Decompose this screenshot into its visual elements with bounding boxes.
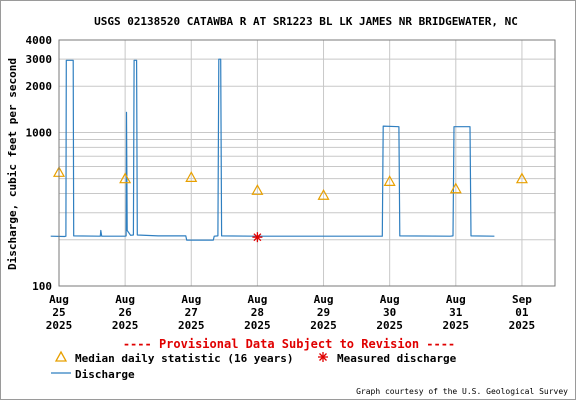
- legend-measured-label: Measured discharge: [337, 352, 457, 365]
- x-tick-year: 2025: [244, 319, 271, 332]
- legend: Median daily statistic (16 years) Measur…: [51, 350, 457, 381]
- plot-background: [59, 40, 555, 286]
- legend-discharge-label: Discharge: [75, 368, 135, 381]
- median-daily-point: [449, 182, 462, 194]
- x-tick-month: Aug: [247, 293, 267, 306]
- x-tick-year: 2025: [376, 319, 403, 332]
- y-tick-label: 1000: [26, 126, 53, 139]
- x-tick-month: Aug: [115, 293, 135, 306]
- x-tick-day: 01: [515, 306, 529, 319]
- measured-asterisk-stroke: [253, 233, 262, 242]
- chart-title: USGS 02138520 CATAWBA R AT SR1223 BL LK …: [94, 15, 518, 28]
- y-tick-label: 2000: [26, 80, 53, 93]
- y-tick-label: 100: [32, 280, 52, 293]
- x-tick-year: 2025: [443, 319, 470, 332]
- x-tick-day: 26: [119, 306, 133, 319]
- x-tick-year: 2025: [178, 319, 205, 332]
- provisional-notice: ---- Provisional Data Subject to Revisio…: [123, 337, 455, 351]
- x-tick-day: 28: [251, 306, 264, 319]
- legend-median-label: Median daily statistic (16 years): [75, 352, 294, 365]
- measured-markers: [252, 232, 263, 243]
- x-tick-year: 2025: [46, 319, 73, 332]
- median-daily-point: [317, 189, 330, 200]
- median-daily-point: [383, 175, 396, 186]
- x-tick-year: 2025: [310, 319, 337, 332]
- y-axis-ticks: 100 1000 2000 3000 4000: [26, 34, 53, 293]
- median-markers: [52, 166, 528, 200]
- x-tick-month: Aug: [380, 293, 400, 306]
- median-daily-point: [119, 172, 132, 184]
- x-tick-day: 31: [449, 306, 463, 319]
- x-tick-year: 2025: [112, 319, 139, 332]
- y-axis-label: Discharge, cubic feet per second: [6, 58, 19, 270]
- x-tick-day: 29: [317, 306, 330, 319]
- x-tick-day: 27: [185, 306, 198, 319]
- x-tick-month: Aug: [49, 293, 69, 306]
- x-tick-month: Aug: [446, 293, 466, 306]
- x-axis-ticks: Aug252025Aug262025Aug272025Aug282025Aug2…: [46, 293, 535, 332]
- legend-measured-asterisk-icon: [318, 352, 328, 362]
- x-tick-month: Sep: [512, 293, 532, 306]
- x-tick-month: Aug: [314, 293, 334, 306]
- series-layer: [50, 58, 495, 241]
- legend-median-triangle-icon: [54, 350, 68, 362]
- plot-border: [58, 39, 556, 287]
- y-tick-label: 3000: [26, 53, 53, 66]
- credit-text: Graph courtesy of the U.S. Geological Su…: [356, 387, 568, 396]
- discharge-series-line: [50, 58, 495, 241]
- x-tick-day: 30: [383, 306, 396, 319]
- x-tick-day: 25: [52, 306, 65, 319]
- x-tick-year: 2025: [509, 319, 536, 332]
- measured-discharge-point: [252, 232, 263, 243]
- median-daily-point: [515, 172, 528, 184]
- y-tick-label: 4000: [26, 34, 53, 47]
- median-daily-point: [185, 171, 198, 182]
- x-tick-month: Aug: [181, 293, 201, 306]
- median-daily-point: [251, 184, 264, 195]
